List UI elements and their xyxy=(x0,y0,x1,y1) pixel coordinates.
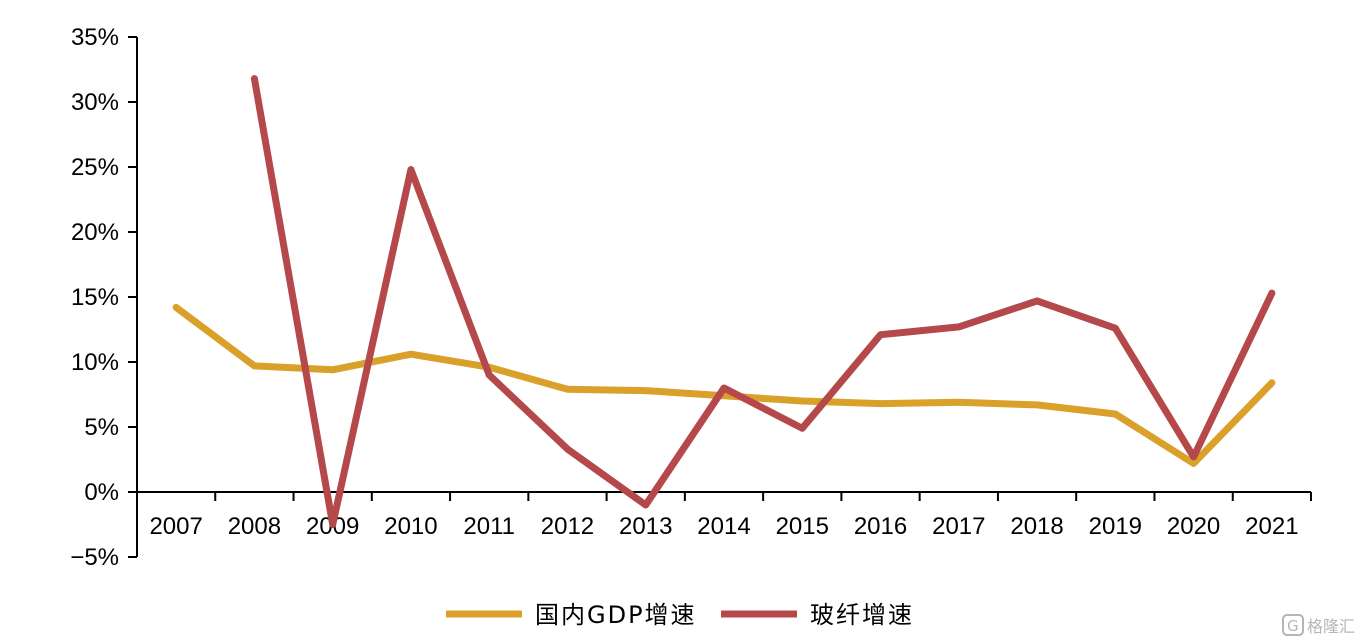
legend-label-glassfiber: 玻纤增速 xyxy=(810,601,914,629)
y-tick-label: 20% xyxy=(71,219,119,246)
x-tick-label: 2011 xyxy=(463,513,515,540)
x-tick-label: 2018 xyxy=(1010,513,1063,540)
svg-text:G: G xyxy=(1287,617,1299,635)
y-tick-label: 35% xyxy=(71,24,119,51)
y-tick-label: 15% xyxy=(71,284,119,311)
axes: −5%0%5%10%15%20%25%30%35%2007 2008 2009 201… xyxy=(70,24,1312,571)
x-tick-label: 2012 xyxy=(541,513,594,540)
y-tick-label: 0% xyxy=(84,479,119,506)
y-tick-label: −5% xyxy=(70,544,119,571)
y-tick-label: 25% xyxy=(71,154,119,181)
series-line-1 xyxy=(250,75,1276,528)
x-tick-label: 2020 xyxy=(1167,513,1220,540)
x-tick-label: 2014 xyxy=(697,513,750,540)
y-tick-label: 10% xyxy=(71,349,119,376)
x-tick-label: 2010 xyxy=(384,513,437,540)
x-tick-label: 2015 xyxy=(776,513,829,540)
y-tick-label: 30% xyxy=(71,89,119,116)
x-tick-label: 2019 xyxy=(1089,513,1142,540)
x-tick-label: 2017 xyxy=(932,513,985,540)
x-tick-label: 2013 xyxy=(619,513,672,540)
series-lines xyxy=(172,75,1276,528)
x-tick-label: 2008 xyxy=(228,513,281,540)
watermark-text: 格隆汇 xyxy=(1307,617,1355,636)
watermark: G 格隆汇 xyxy=(1282,614,1355,636)
series-line-0 xyxy=(172,303,1276,467)
x-tick-label: 2007 xyxy=(149,513,202,540)
g-logo-icon: G xyxy=(1282,614,1304,636)
x-tick-label: 2021 xyxy=(1245,513,1298,540)
x-tick-label: 2016 xyxy=(854,513,907,540)
legend: 国内GDP增速 玻纤增速 xyxy=(446,601,914,629)
y-tick-label: 5% xyxy=(84,414,119,441)
legend-label-gdp: 国内GDP增速 xyxy=(535,601,697,629)
